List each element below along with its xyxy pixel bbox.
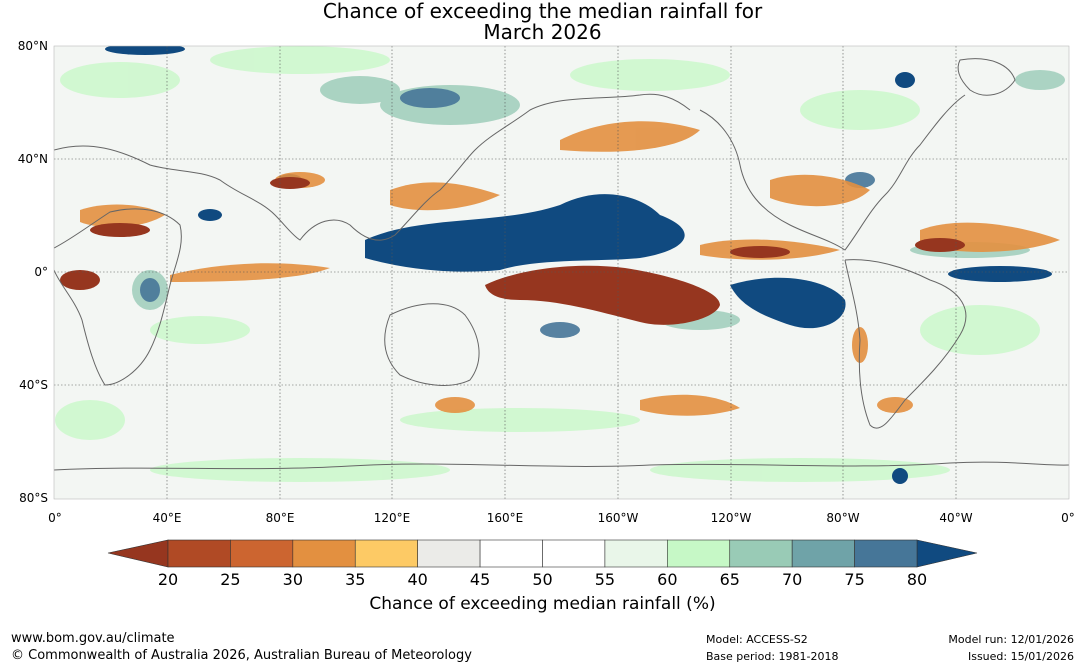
lon-label-0-west: 0° <box>48 511 62 525</box>
near-median-patches <box>55 46 1040 482</box>
colorbar-tick-label: 30 <box>282 570 303 589</box>
colorbar-segment <box>604 539 668 568</box>
model-name: Model: ACCESS-S2 <box>706 633 808 646</box>
colorbar <box>107 539 978 568</box>
colorbar-segment <box>854 539 918 568</box>
africa-coastline <box>54 208 182 386</box>
lat-label-80s: 80°S <box>19 491 48 505</box>
colorbar-tick-label: 55 <box>594 570 616 589</box>
colorbar-tick-label: 70 <box>781 570 803 589</box>
lon-label-40w: 40°W <box>939 511 973 525</box>
wet-anomalies <box>105 46 1052 484</box>
lat-label-0: 0° <box>34 265 48 279</box>
model-run-date: Model run: 12/01/2026 <box>948 633 1074 646</box>
lon-label-160w: 160°W <box>597 511 639 525</box>
colorbar-tick-label: 25 <box>220 570 241 589</box>
lat-label-40s: 40°S <box>19 378 48 392</box>
colorbar-tick-label: 65 <box>719 570 740 589</box>
lat-label-40n: 40°N <box>17 152 48 166</box>
colorbar-segment <box>354 539 418 568</box>
colorbar-title: Chance of exceeding median rainfall (%) <box>369 594 716 614</box>
lon-label-80w: 80°W <box>826 511 860 525</box>
copyright-notice: © Commonwealth of Australia 2026, Austra… <box>11 648 472 663</box>
colorbar-segment <box>729 539 793 568</box>
lon-label-120w: 120°W <box>710 511 752 525</box>
north-america-coastline <box>699 94 966 251</box>
australia-coastline <box>384 303 480 386</box>
coastlines <box>54 58 1069 471</box>
lon-label-160e: 160°E <box>486 511 524 525</box>
lon-label-120e: 120°E <box>373 511 411 525</box>
colorbar-segment <box>479 539 543 568</box>
colorbar-segment <box>230 539 294 568</box>
colorbar-segment <box>417 539 481 568</box>
colorbar-tick-label: 80 <box>906 570 928 589</box>
map-frame <box>53 45 1070 500</box>
antarctica-coastline <box>54 461 1069 471</box>
base-period: Base period: 1981-2018 <box>706 650 839 663</box>
europe-asia-coastline <box>54 93 691 241</box>
map-title-line1: Chance of exceeding the median rainfall … <box>322 0 763 23</box>
moderate-wet-anomalies <box>140 88 875 338</box>
colorbar-segment <box>167 539 231 568</box>
colorbar-segment <box>667 539 731 568</box>
south-america-coastline <box>844 259 967 429</box>
colorbar-above-arrow <box>916 539 978 568</box>
colorbar-tick-label: 35 <box>345 570 366 589</box>
colorbar-tick-label: 40 <box>407 570 428 589</box>
colorbar-tick-label: 45 <box>469 570 491 589</box>
lon-label-40e: 40°E <box>152 511 182 525</box>
colorbar-tick-label: 60 <box>657 570 678 589</box>
graticule <box>54 46 1069 499</box>
colorbar-segment <box>292 539 356 568</box>
colorbar-segment <box>542 539 606 568</box>
website-link[interactable]: www.bom.gov.au/climate <box>11 631 175 646</box>
colorbar-tick-label: 75 <box>844 570 865 589</box>
strong-dry-anomalies <box>60 177 965 325</box>
map-title-line2: March 2026 <box>483 20 602 44</box>
colorbar-below-arrow <box>107 539 169 568</box>
issued-date: Issued: 15/01/2026 <box>967 650 1074 663</box>
colorbar-segment <box>791 539 855 568</box>
lon-label-80e: 80°E <box>265 511 295 525</box>
colorbar-tick-label: 50 <box>532 570 553 589</box>
colorbar-tick-label: 20 <box>157 570 179 589</box>
lat-label-80n: 80°N <box>17 39 48 53</box>
greenland-coastline <box>957 58 1016 96</box>
lon-label-0-east: 0° <box>1061 511 1075 525</box>
